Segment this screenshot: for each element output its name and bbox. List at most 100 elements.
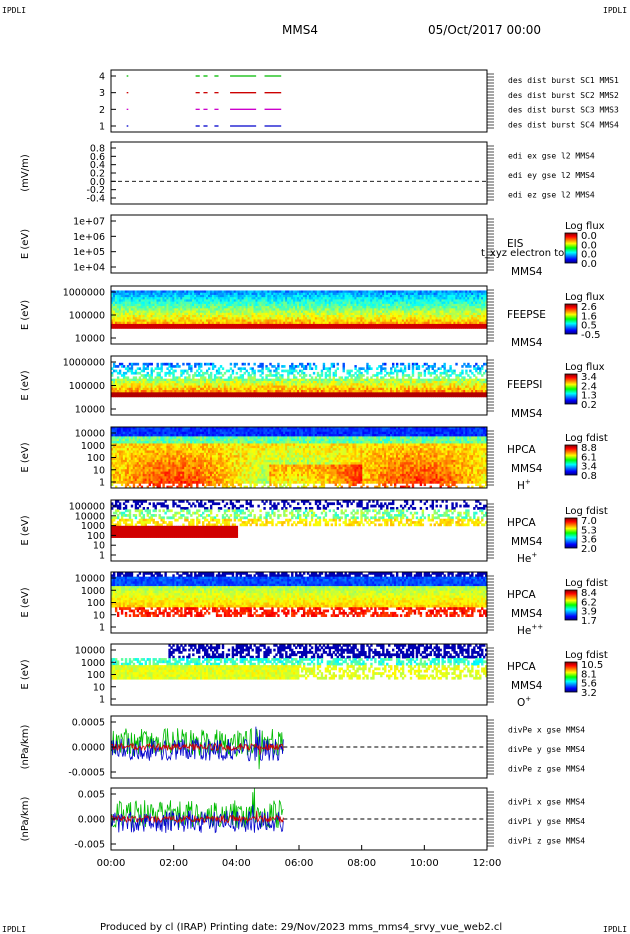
eis-frame bbox=[110, 214, 488, 274]
feepse-cell bbox=[138, 323, 142, 327]
feepse-cell bbox=[174, 308, 177, 311]
feepse-cell bbox=[227, 301, 231, 305]
eis-colorbar-tick: 0.0 bbox=[581, 231, 597, 242]
feepse-cell bbox=[223, 312, 227, 316]
feepse-cell bbox=[142, 323, 146, 327]
feepse-cell bbox=[227, 303, 231, 307]
feepse-cell bbox=[215, 308, 219, 311]
feepse-cell bbox=[192, 319, 195, 323]
feepse-cell bbox=[204, 321, 207, 325]
feepsi-cell bbox=[146, 365, 149, 368]
feepse-cell bbox=[154, 310, 157, 314]
feepsi-cell bbox=[281, 374, 284, 377]
feepsi-cell bbox=[392, 371, 395, 375]
feepse-cell bbox=[154, 308, 157, 311]
corner-label-bl: IPDLI bbox=[2, 925, 26, 934]
feepsi-cell bbox=[243, 371, 246, 375]
feepse-cell bbox=[111, 321, 114, 325]
feepse-cell bbox=[215, 326, 219, 329]
edi-ylabel: (mV/m) bbox=[20, 154, 31, 192]
feepse-cell bbox=[114, 319, 118, 323]
feepse-cell bbox=[196, 306, 199, 309]
feepsi-cell bbox=[328, 374, 332, 377]
feepse-cell bbox=[225, 299, 229, 303]
feepse-cell bbox=[209, 317, 213, 320]
feepsi-cell bbox=[160, 365, 163, 368]
feepse-cell bbox=[219, 323, 223, 327]
feepse-cell bbox=[162, 303, 165, 307]
feepse-cell bbox=[196, 317, 199, 320]
feepse-cell bbox=[180, 299, 183, 303]
feepse-cell bbox=[146, 315, 149, 318]
feepse-cell bbox=[186, 303, 189, 307]
feepse-cell bbox=[202, 292, 205, 296]
feepsi-cell bbox=[384, 369, 387, 373]
feepse-cell bbox=[140, 315, 144, 318]
feepse-cell bbox=[207, 303, 211, 307]
feepse-cell bbox=[207, 297, 211, 300]
feepse-cell bbox=[186, 294, 189, 298]
feepse-cell bbox=[144, 310, 148, 314]
feepsi-cell bbox=[245, 369, 248, 373]
feepse-cell bbox=[114, 292, 118, 296]
eis-instrument-label: EIS bbox=[507, 238, 524, 250]
feepse-cell bbox=[158, 323, 161, 327]
feepsi-cell bbox=[275, 369, 278, 373]
feepse-cell bbox=[223, 290, 227, 294]
feepse-cell bbox=[211, 323, 215, 327]
edi-ytick-label: -0.2 bbox=[86, 185, 105, 196]
feepse-cell bbox=[209, 315, 213, 318]
feepse-cell bbox=[150, 308, 153, 311]
feepse-cell bbox=[156, 303, 159, 307]
feepse-cell bbox=[188, 310, 191, 314]
feepsi-cell bbox=[178, 376, 181, 380]
feepsi-cell bbox=[352, 374, 355, 377]
feepse-cell bbox=[120, 294, 124, 298]
eis-plot-area bbox=[111, 215, 487, 273]
feepse-cell bbox=[225, 317, 229, 320]
feepse-cell bbox=[112, 303, 116, 307]
feepse-cell bbox=[194, 306, 197, 309]
feepse-cell bbox=[221, 319, 225, 323]
feepse-cell bbox=[198, 292, 201, 296]
feepsi-cell bbox=[239, 369, 243, 373]
feepse-cell bbox=[132, 306, 136, 309]
feepse-cell bbox=[225, 323, 229, 327]
feepse-cell bbox=[184, 317, 187, 320]
feepse-cell bbox=[156, 294, 159, 298]
feepse-cell bbox=[184, 308, 187, 311]
feepsi-cell bbox=[253, 362, 256, 366]
feepse-cell bbox=[190, 326, 193, 329]
feepse-cell bbox=[223, 317, 227, 320]
feepse-cell bbox=[152, 294, 155, 298]
feepse-cell bbox=[152, 292, 155, 296]
feepse-ytick-label: 100000 bbox=[69, 311, 105, 322]
feepse-cell bbox=[152, 290, 155, 294]
feepsi-cell bbox=[318, 376, 322, 380]
feepse-cell bbox=[122, 315, 126, 318]
feepse-cell bbox=[116, 297, 120, 300]
feepse-cell bbox=[211, 315, 215, 318]
feepse-cell bbox=[142, 294, 146, 298]
feepse-cell bbox=[178, 290, 181, 294]
feepsi-cell bbox=[118, 371, 122, 375]
feepse-cell bbox=[164, 321, 167, 325]
feepse-cell bbox=[229, 308, 233, 311]
feepse-cell bbox=[124, 323, 128, 327]
feepse-cell bbox=[164, 306, 167, 309]
feepse-cell bbox=[207, 315, 211, 318]
feepse-cell bbox=[160, 299, 163, 303]
feepse-cell bbox=[152, 312, 155, 316]
feepse-cell bbox=[114, 326, 118, 329]
feepse-cell bbox=[166, 326, 169, 329]
feepse-cell bbox=[112, 315, 116, 318]
feepse-cell bbox=[170, 297, 173, 300]
feepse-cell bbox=[168, 315, 171, 318]
feepse-cell bbox=[215, 303, 219, 307]
feepse-cell bbox=[194, 299, 197, 303]
feepse-cell bbox=[186, 299, 189, 303]
feepse-cell bbox=[142, 299, 146, 303]
feepse-cell bbox=[142, 306, 146, 309]
feepse-cell bbox=[200, 297, 203, 300]
feepsi-cell bbox=[241, 376, 244, 380]
